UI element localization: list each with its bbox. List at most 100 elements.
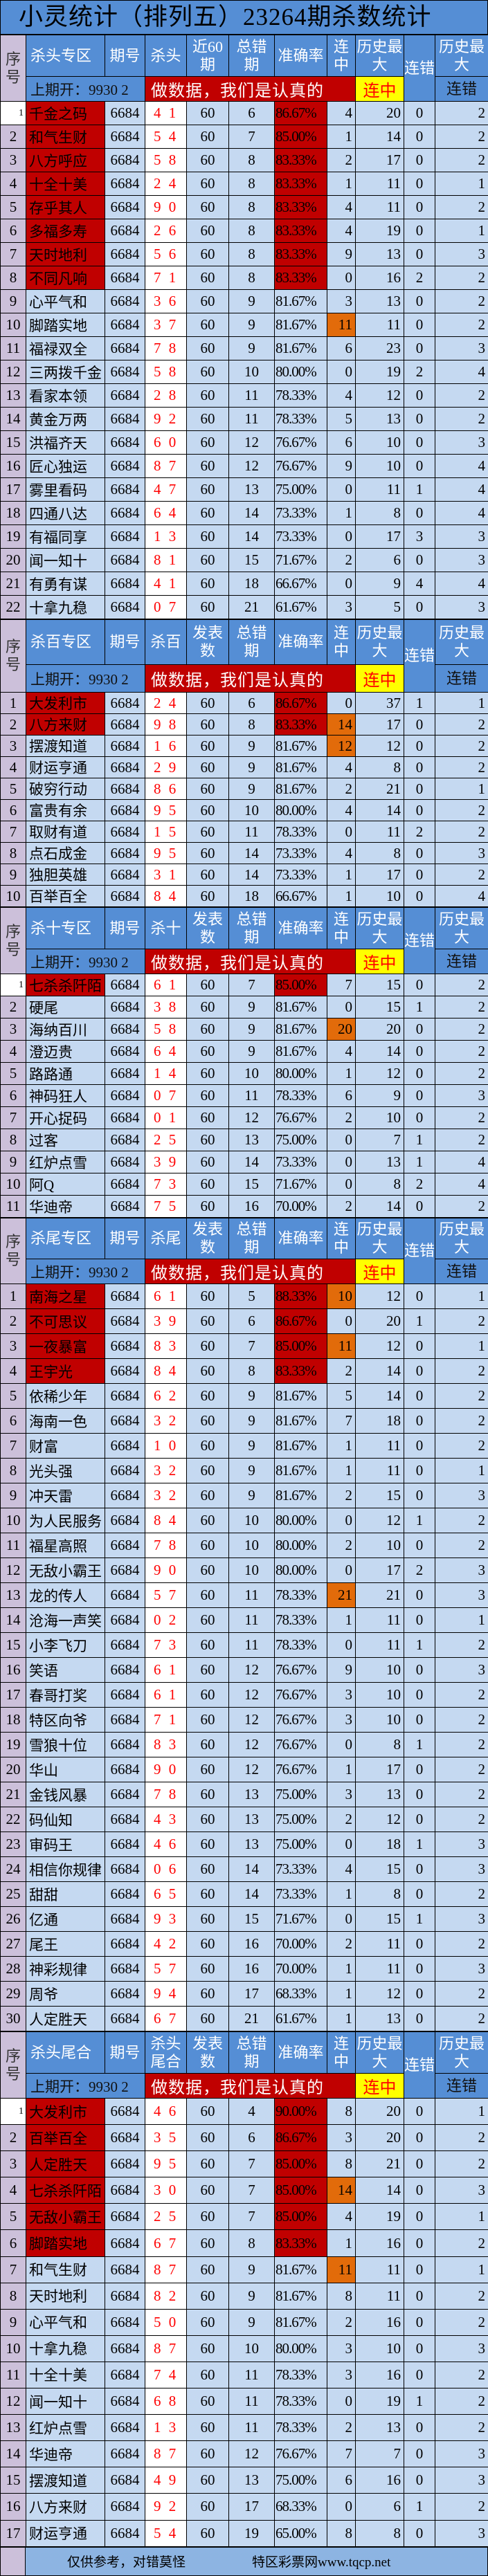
streak: 14 — [327, 714, 356, 736]
miss-streak: 0 — [404, 2415, 435, 2441]
streak: 7 — [327, 1409, 356, 1434]
history-max-streak: 6 — [356, 549, 404, 572]
errors: 14 — [229, 502, 275, 525]
kill-header: 杀百 — [145, 620, 187, 665]
kill-numbers: 3 8 — [145, 996, 187, 1018]
issue: 6684 — [105, 1129, 145, 1151]
history-max-miss: 2 — [435, 1508, 488, 1533]
kill-numbers: 9 5 — [145, 800, 187, 821]
count: 60 — [187, 1658, 229, 1683]
row-seq: 21 — [1, 572, 26, 596]
streak: 11 — [327, 1334, 356, 1359]
accuracy: 75.00% — [275, 1832, 327, 1857]
expert-name: 黄金万两 — [26, 408, 105, 431]
history-max-streak: 11 — [356, 2283, 404, 2309]
issue: 6684 — [105, 2362, 145, 2388]
expert-name: 八方来财 — [26, 2494, 105, 2520]
issue-header: 期号 — [105, 908, 145, 949]
history-max-streak: 11 — [356, 1932, 404, 1957]
errors: 7 — [229, 125, 275, 149]
row-seq: 7 — [1, 1107, 26, 1129]
expert-name: 不同凡响 — [26, 266, 105, 290]
accuracy: 78.33% — [275, 2415, 327, 2441]
row-seq: 8 — [1, 843, 26, 864]
section-table: 序号杀头专区期号杀头近60期总错期准确率连中历史最大连错历史最大上期开：9930… — [0, 35, 488, 619]
expert-name: 雾里看码 — [26, 478, 105, 502]
errors: 8 — [229, 172, 275, 196]
count: 60 — [187, 843, 229, 864]
history-max-header: 历史最大 — [356, 908, 404, 949]
streak: 9 — [327, 1658, 356, 1683]
streak-header: 连中 — [327, 908, 356, 949]
streak: 4 — [327, 1857, 356, 1882]
kill-numbers: 1 0 — [145, 1434, 187, 1459]
count: 60 — [187, 1882, 229, 1907]
kill-numbers: 0 2 — [145, 1608, 187, 1633]
streak: 4 — [327, 843, 356, 864]
count: 60 — [187, 2204, 229, 2230]
streak: 0 — [327, 1558, 356, 1583]
count: 60 — [187, 974, 229, 996]
accuracy: 76.67% — [275, 1107, 327, 1129]
count: 60 — [187, 243, 229, 266]
accuracy: 83.33% — [275, 196, 327, 219]
expert-name: 春哥打奖 — [26, 1683, 105, 1708]
row-seq: 18 — [1, 1708, 26, 1733]
expert-name: 富贵有余 — [26, 800, 105, 821]
row-seq: 15 — [1, 1633, 26, 1658]
streak: 20 — [327, 1018, 356, 1041]
miss-streak: 0 — [404, 843, 435, 864]
history-max-streak: 14 — [356, 1196, 404, 1218]
expert-name: 洪福齐天 — [26, 431, 105, 455]
miss-streak: 0 — [404, 1063, 435, 1085]
accuracy: 83.33% — [275, 219, 327, 243]
accuracy: 83.33% — [275, 172, 327, 196]
kill-numbers: 4 9 — [145, 2467, 187, 2494]
errors: 11 — [229, 1085, 275, 1107]
section-title: 杀尾专区 — [26, 1218, 105, 1259]
count: 60 — [187, 384, 229, 408]
expert-name: 笑语 — [26, 1658, 105, 1683]
kill-numbers: 0 7 — [145, 596, 187, 619]
miss-streak: 0 — [404, 1284, 435, 1309]
footer-site[interactable]: 特区彩票网www.tqcp.net — [252, 2552, 390, 2570]
streak: 4 — [327, 1041, 356, 1063]
miss-streak: 0 — [404, 974, 435, 996]
accuracy: 80.00% — [275, 2335, 327, 2362]
miss-streak: 3 — [404, 525, 435, 549]
errors: 5 — [229, 1284, 275, 1309]
accuracy: 81.67% — [275, 778, 327, 800]
kill-numbers: 6 2 — [145, 1384, 187, 1409]
accuracy: 81.67% — [275, 1459, 327, 1483]
expert-name: 和气生财 — [26, 125, 105, 149]
history-max-streak: 13 — [356, 2415, 404, 2441]
issue: 6684 — [105, 102, 145, 125]
history-max-miss: 3 — [435, 549, 488, 572]
accuracy: 80.00% — [275, 1063, 327, 1085]
expert-name: 闻一知十 — [26, 2388, 105, 2415]
history-max-streak: 14 — [356, 125, 404, 149]
errors: 9 — [229, 1384, 275, 1409]
miss-streak: 2 — [404, 360, 435, 384]
miss-streak: 1 — [404, 1151, 435, 1173]
count: 60 — [187, 1151, 229, 1173]
accuracy: 68.33% — [275, 2494, 327, 2520]
accuracy: 78.33% — [275, 384, 327, 408]
history-max-miss: 3 — [435, 596, 488, 619]
issue: 6684 — [105, 1409, 145, 1434]
issue: 6684 — [105, 1151, 145, 1173]
errors: 9 — [229, 1409, 275, 1434]
accuracy: 86.67% — [275, 693, 327, 714]
issue: 6684 — [105, 1683, 145, 1708]
accuracy: 76.67% — [275, 431, 327, 455]
history-max-streak: 6 — [356, 2494, 404, 2520]
